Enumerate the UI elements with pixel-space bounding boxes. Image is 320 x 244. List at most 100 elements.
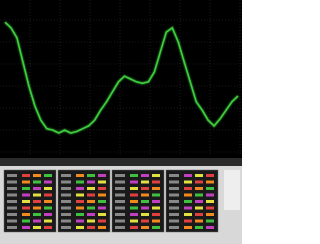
cell bbox=[169, 213, 179, 216]
cell bbox=[87, 200, 95, 203]
cell bbox=[33, 194, 41, 197]
cell bbox=[76, 207, 84, 210]
cell bbox=[195, 187, 203, 190]
cell bbox=[87, 213, 95, 216]
cell bbox=[141, 187, 149, 190]
cell bbox=[22, 213, 30, 216]
cell bbox=[76, 220, 84, 223]
cell bbox=[206, 226, 214, 229]
cell bbox=[7, 213, 17, 216]
cell bbox=[44, 213, 52, 216]
cell bbox=[22, 174, 30, 177]
cell bbox=[184, 194, 192, 197]
cell bbox=[33, 207, 41, 210]
cell bbox=[98, 226, 106, 229]
cell bbox=[115, 174, 125, 177]
cell bbox=[7, 226, 17, 229]
cell bbox=[61, 181, 71, 184]
cell bbox=[195, 194, 203, 197]
cell bbox=[141, 200, 149, 203]
cell bbox=[22, 220, 30, 223]
cell bbox=[195, 213, 203, 216]
cell bbox=[184, 213, 192, 216]
cell bbox=[61, 200, 71, 203]
cell bbox=[22, 187, 30, 190]
cell bbox=[33, 213, 41, 216]
cell bbox=[141, 220, 149, 223]
cell bbox=[141, 213, 149, 216]
cell bbox=[141, 207, 149, 210]
cell bbox=[87, 226, 95, 229]
cell bbox=[115, 220, 125, 223]
cell bbox=[184, 207, 192, 210]
cell bbox=[76, 213, 84, 216]
cell bbox=[130, 194, 138, 197]
cell bbox=[44, 194, 52, 197]
cell bbox=[87, 220, 95, 223]
cell bbox=[152, 200, 160, 203]
cell bbox=[152, 213, 160, 216]
cell bbox=[115, 200, 125, 203]
cell bbox=[87, 181, 95, 184]
cell bbox=[7, 181, 17, 184]
cell bbox=[61, 187, 71, 190]
cell bbox=[76, 181, 84, 184]
cell bbox=[152, 220, 160, 223]
cell bbox=[44, 174, 52, 177]
cell bbox=[7, 220, 17, 223]
cell bbox=[7, 200, 17, 203]
cell bbox=[141, 226, 149, 229]
side-info bbox=[224, 170, 240, 210]
cell bbox=[44, 187, 52, 190]
cell bbox=[61, 220, 71, 223]
cell bbox=[76, 194, 84, 197]
cell bbox=[7, 187, 17, 190]
cell bbox=[206, 207, 214, 210]
cell bbox=[141, 174, 149, 177]
cell bbox=[115, 187, 125, 190]
cell bbox=[87, 207, 95, 210]
cell bbox=[169, 194, 179, 197]
cell bbox=[195, 200, 203, 203]
cell bbox=[98, 181, 106, 184]
cell bbox=[22, 200, 30, 203]
cell bbox=[130, 226, 138, 229]
cell bbox=[195, 174, 203, 177]
cell bbox=[22, 207, 30, 210]
cell bbox=[98, 220, 106, 223]
cell bbox=[169, 220, 179, 223]
cell bbox=[33, 187, 41, 190]
cell bbox=[152, 226, 160, 229]
cell bbox=[98, 213, 106, 216]
cell bbox=[195, 207, 203, 210]
cell bbox=[169, 207, 179, 210]
terminal-window bbox=[0, 0, 242, 244]
cell bbox=[130, 187, 138, 190]
cell bbox=[22, 181, 30, 184]
cell bbox=[152, 181, 160, 184]
cell bbox=[98, 187, 106, 190]
cell bbox=[206, 220, 214, 223]
cell bbox=[130, 174, 138, 177]
cell bbox=[44, 226, 52, 229]
cell bbox=[115, 226, 125, 229]
cell bbox=[130, 181, 138, 184]
cell bbox=[33, 220, 41, 223]
cell bbox=[44, 181, 52, 184]
cell bbox=[184, 187, 192, 190]
cell bbox=[195, 220, 203, 223]
cell bbox=[130, 213, 138, 216]
cell bbox=[169, 226, 179, 229]
cell bbox=[141, 181, 149, 184]
cell bbox=[184, 220, 192, 223]
cell bbox=[22, 226, 30, 229]
cell bbox=[115, 213, 125, 216]
cell bbox=[130, 200, 138, 203]
cell bbox=[184, 181, 192, 184]
cell bbox=[76, 187, 84, 190]
cell bbox=[195, 181, 203, 184]
cell bbox=[7, 174, 17, 177]
cell bbox=[130, 207, 138, 210]
cell bbox=[115, 194, 125, 197]
cell bbox=[115, 207, 125, 210]
